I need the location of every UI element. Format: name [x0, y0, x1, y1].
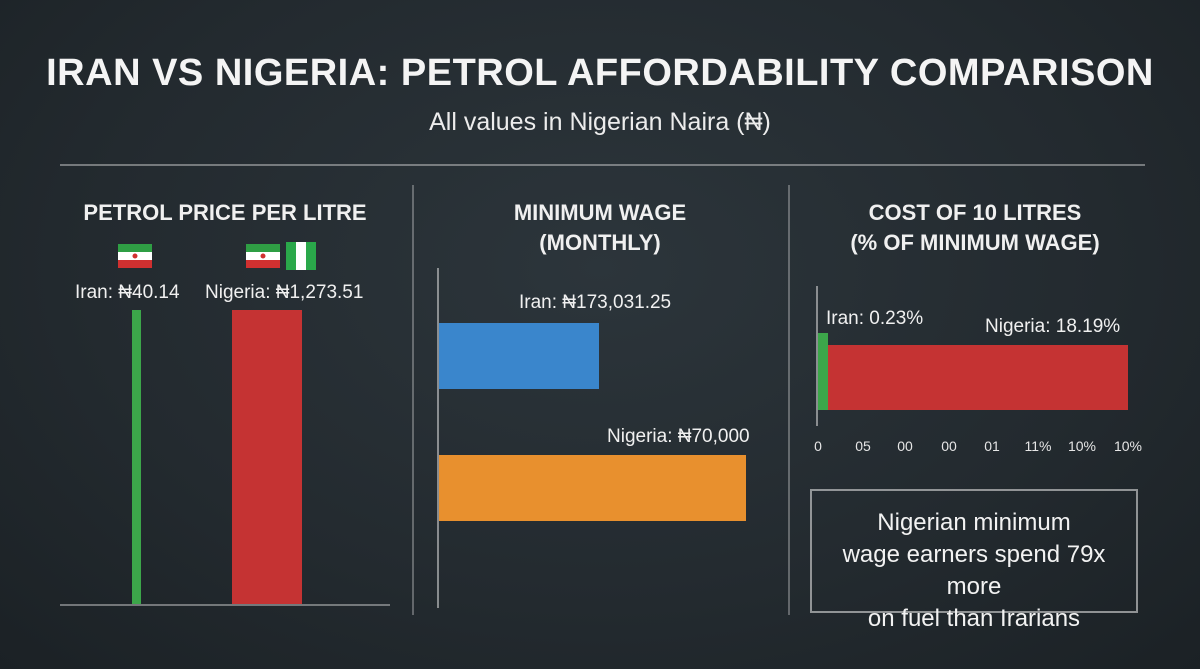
nigeria-flag-icon: [286, 242, 316, 270]
iran-cost-bar: [818, 333, 828, 410]
note-line: Nigerian minimum: [877, 509, 1071, 536]
iran-petrol-bar: [132, 310, 141, 604]
header-divider: [60, 164, 1145, 166]
cost-tick-label: 11%: [1024, 438, 1052, 454]
cost-title-line1: COST OF 10 LITRES: [868, 200, 1082, 225]
nigeria-cost-bar: [818, 345, 1128, 410]
cost-tick-label: 01: [984, 438, 1000, 454]
nigeria-wage-bar: [439, 455, 746, 521]
note-line: on fuel than Irarians: [867, 605, 1081, 632]
nigeria-petrol-bar: [232, 310, 302, 604]
iran-cost-label: Iran: 0.23%: [826, 308, 924, 329]
nigeria-petrol-label: Nigeria: ₦1,273.51: [205, 282, 364, 303]
insight-note-box: Nigerian minimum wage earners spend 79x …: [810, 489, 1138, 632]
panel-divider-1: [412, 185, 414, 615]
nigeria-cost-label: Nigeria: 18.19%: [985, 316, 1121, 337]
wage-axis: [437, 268, 439, 608]
iran-wage-label: Iran: ₦173,031.25: [519, 292, 672, 313]
cost-tick-label: 05: [855, 438, 871, 454]
iran-flag-icon: [118, 244, 152, 268]
chart-title: IRAN VS NIGERIA: PETROL AFFORDABILITY CO…: [46, 52, 1154, 94]
minimum-wage-title: MINIMUM WAGE (MONTHLY): [415, 198, 785, 258]
panel-divider-2: [788, 185, 790, 615]
petrol-baseline: [60, 604, 390, 606]
iran-petrol-label: Iran: ₦40.14: [75, 282, 180, 303]
minimum-wage-title-line2: (MONTHLY): [539, 230, 661, 255]
petrol-price-title: PETROL PRICE PER LITRE: [83, 200, 367, 225]
cost-tick-label: 10%: [1113, 438, 1143, 454]
cost-axis: [816, 286, 818, 426]
note-line: wage earners spend 79x more: [842, 541, 1106, 600]
cost-tick-label: 00: [941, 438, 957, 454]
minimum-wage-title-line1: MINIMUM WAGE: [513, 200, 687, 225]
cost-tick-label: 0: [814, 438, 822, 454]
nigeria-wage-label: Nigeria: ₦70,000: [607, 426, 750, 447]
chart-subtitle: All values in Nigerian Naira (₦): [429, 108, 771, 136]
cost-tick-label: 10%: [1067, 438, 1097, 454]
iran-wage-bar: [439, 323, 599, 389]
cost-tick-label: 00: [897, 438, 913, 454]
cost-title-line2: (% OF MINIMUM WAGE): [850, 230, 1100, 255]
cost-title: COST OF 10 LITRES (% OF MINIMUM WAGE): [790, 198, 1160, 258]
iran-flag-icon: [246, 244, 280, 268]
